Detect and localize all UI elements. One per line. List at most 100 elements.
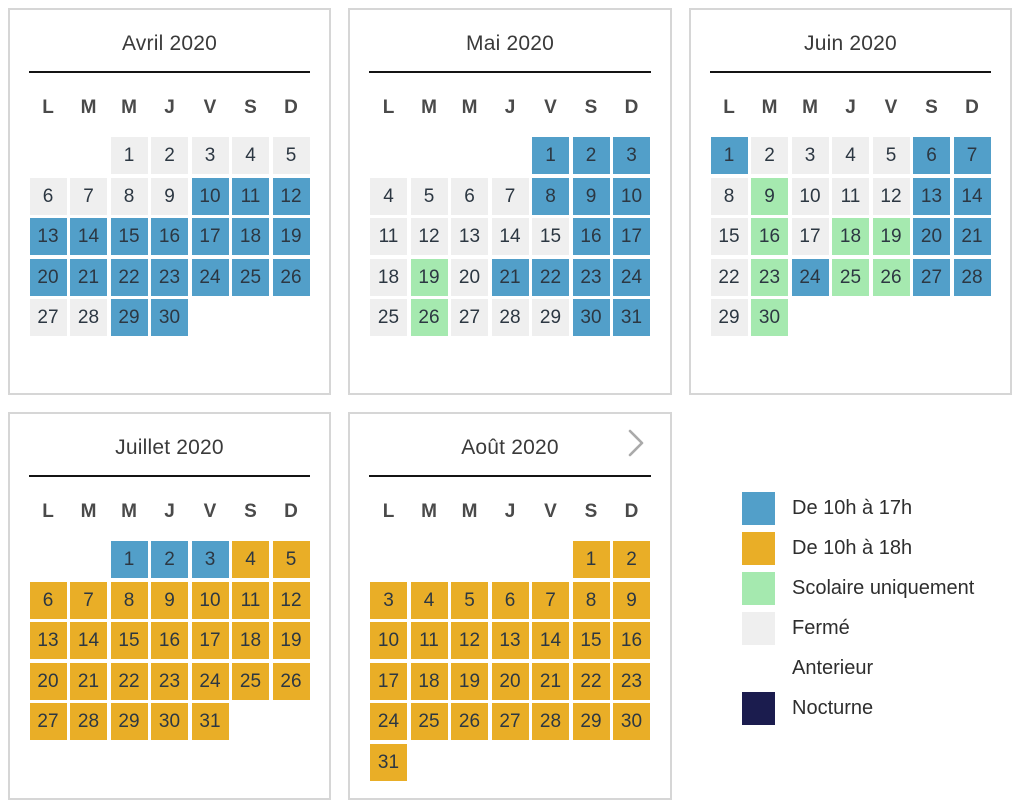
day-cell: 23 [613,662,650,700]
weekday-label: M [421,501,437,522]
day-cell: 14 [532,622,569,659]
month-title: Juin 2020 [804,32,897,55]
day-cell: 10 [191,177,229,215]
day-grid: 1 2 3 4 5 6 7 8 9 10 11 12 13 14 15 16 17 18 19 20 21 22 23 24 2… [350,137,670,336]
day-grid: 1 2 3 4 5 6 7 8 9 10 11 12 13 14 15 16 17 18 19 20 21 22 23 24 2… [10,541,329,740]
day-cell: 2 [751,137,788,174]
day-cell: 1 [710,137,748,174]
day-cell: 2 [151,137,188,174]
day-cell: 14 [953,177,991,215]
day-cell: 27 [913,258,950,296]
day-cell: 14 [491,218,529,255]
day-cell: 17 [791,218,829,255]
empty-cell [492,137,529,174]
next-month-button[interactable] [622,428,650,458]
day-cell: 19 [272,622,310,659]
day-cell: 13 [29,622,67,659]
day-cell: 13 [491,622,529,659]
day-cell: 5 [272,541,310,578]
day-cell: 16 [613,622,650,659]
day-cell: 8 [710,177,748,215]
legend-label: De 10h à 17h [792,497,913,519]
day-cell: 24 [191,258,229,296]
day-cell: 28 [70,703,107,740]
legend: De 10h à 17h De 10h à 18h Scolaire uniqu… [689,412,1012,800]
day-cell: 25 [410,703,448,740]
day-cell: 10 [191,581,229,619]
day-cell: 3 [791,137,829,174]
day-cell: 15 [532,218,569,255]
day-cell: 2 [572,137,610,174]
day-cell: 20 [491,662,529,700]
empty-cell [370,541,407,578]
weekday-label: J [164,97,175,118]
day-cell: 8 [532,177,569,215]
legend-swatch-anterior-icon [742,652,775,685]
day-cell: 6 [29,177,67,215]
title-divider [710,71,991,73]
day-cell: 21 [70,662,107,700]
day-cell: 4 [232,541,269,578]
day-cell: 15 [110,622,148,659]
day-cell: 12 [872,177,910,215]
legend-swatch-nocturne-icon [742,692,775,725]
legend-item-closed: Fermé [742,612,1012,645]
day-cell: 19 [410,258,448,296]
weekday-label: L [382,501,395,522]
day-cell: 19 [272,218,310,255]
day-cell: 13 [451,218,488,255]
weekday-label: M [461,97,478,118]
empty-cell [451,137,488,174]
weekday-label: S [244,97,257,118]
day-cell: 8 [110,581,148,619]
title-divider [369,71,651,73]
day-cell: 22 [110,258,148,296]
day-cell: 2 [613,541,650,578]
weekday-label: V [884,97,898,118]
weekday-label: L [42,97,54,118]
weekday-label: D [624,501,639,522]
day-cell: 9 [151,177,188,215]
weekday-label: V [203,501,217,522]
day-cell: 5 [410,177,448,215]
day-cell: 17 [613,218,650,255]
day-cell: 26 [272,662,310,700]
day-cell: 31 [191,703,229,740]
legend-label: Anterieur [792,657,874,679]
day-cell: 1 [572,541,610,578]
day-cell: 1 [532,137,569,174]
day-cell: 9 [613,581,650,619]
empty-cell [411,541,448,578]
day-cell: 16 [572,218,610,255]
day-cell: 25 [832,258,869,296]
day-cell: 19 [451,662,488,700]
day-cell: 14 [70,622,107,659]
day-cell: 30 [572,299,610,336]
empty-cell [492,541,529,578]
day-cell: 17 [191,218,229,255]
day-cell: 28 [70,299,107,336]
legend-item-anterior: Anterieur [742,652,1012,685]
weekday-label: J [504,97,516,118]
day-cell: 26 [872,258,910,296]
title-divider [29,71,310,73]
legend-item-school: Scolaire uniquement [742,572,1012,605]
day-cell: 16 [751,218,788,255]
weekday-label: L [723,97,735,118]
day-cell: 4 [232,137,269,174]
legend-label: De 10h à 18h [792,537,913,559]
weekday-label: M [80,501,97,522]
day-cell: 30 [613,703,650,740]
day-cell: 11 [232,177,269,215]
day-cell: 27 [451,299,488,336]
day-cell: 24 [613,258,650,296]
day-cell: 21 [532,662,569,700]
day-cell: 11 [832,177,869,215]
day-cell: 27 [491,703,529,740]
day-cell: 20 [913,218,950,255]
day-cell: 13 [29,218,67,255]
day-cell: 1 [110,137,148,174]
